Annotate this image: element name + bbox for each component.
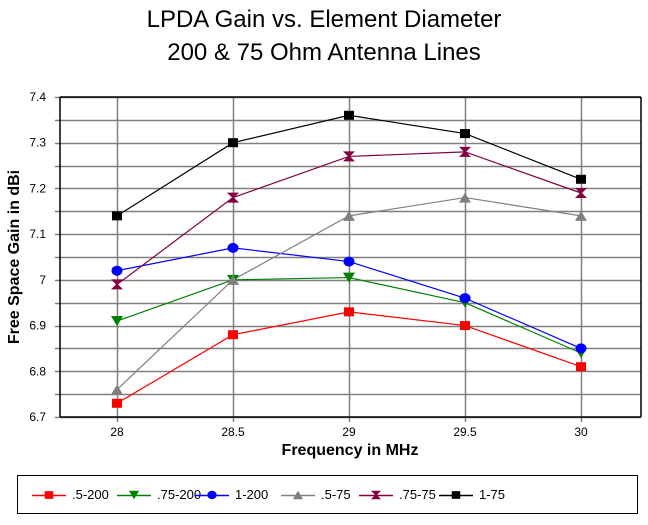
data-point-marker bbox=[227, 192, 239, 203]
data-point-marker bbox=[111, 316, 123, 326]
legend-swatch-marker bbox=[44, 490, 54, 499]
data-point-marker bbox=[111, 279, 123, 290]
data-point-marker bbox=[228, 330, 238, 340]
data-point-marker bbox=[227, 274, 239, 285]
data-point-marker bbox=[228, 138, 238, 148]
data-point-marker bbox=[227, 242, 239, 253]
legend-swatch-marker bbox=[207, 490, 217, 499]
y-tick-label: 7.4 bbox=[29, 90, 46, 104]
data-point-marker bbox=[576, 362, 586, 372]
data-point-marker bbox=[575, 188, 587, 198]
data-point-marker bbox=[343, 210, 355, 221]
y-tick-label: 7.3 bbox=[29, 136, 46, 150]
y-tick-label: 6.9 bbox=[29, 319, 46, 333]
y-tick-label: 6.8 bbox=[29, 364, 46, 378]
data-point-marker bbox=[460, 321, 470, 331]
legend-item: 1-75 bbox=[439, 476, 505, 513]
legend-swatch-icon bbox=[195, 490, 229, 499]
legend-swatch-icon bbox=[439, 490, 473, 499]
data-point-marker bbox=[459, 293, 471, 304]
legend-swatch-icon bbox=[117, 490, 151, 499]
x-axis-label: Frequency in MHz bbox=[282, 442, 419, 459]
data-point-marker bbox=[343, 256, 355, 267]
legend-label: .5-200 bbox=[72, 487, 109, 502]
data-point-marker bbox=[112, 398, 122, 408]
x-tick-label: 29 bbox=[342, 425, 356, 439]
x-tick-label: 28 bbox=[110, 425, 124, 439]
legend-item: .75-75 bbox=[359, 476, 436, 513]
x-tick-label: 30 bbox=[574, 425, 588, 439]
axes bbox=[59, 96, 642, 418]
legend-swatch-marker bbox=[370, 490, 382, 499]
series-markers bbox=[111, 110, 587, 408]
data-point-marker bbox=[343, 151, 355, 162]
data-point-marker bbox=[344, 110, 354, 120]
legend-swatch-marker bbox=[451, 490, 461, 499]
legend-item: 1-200 bbox=[195, 476, 268, 513]
data-point-marker bbox=[459, 192, 471, 203]
legend-item: .5-75 bbox=[281, 476, 351, 513]
data-point-marker bbox=[112, 211, 122, 221]
line-chart: 7.4 7.3 7.2 7.1 7 6.9 6.8 6.7 28 28.5 29 29.5 30 Fr… bbox=[6, 90, 642, 459]
data-point-marker bbox=[575, 210, 587, 221]
x-tick-labels: 28 28.5 29 29.5 30 bbox=[110, 425, 588, 439]
legend-label: .75-75 bbox=[399, 487, 436, 502]
legend-swatch-icon bbox=[359, 490, 393, 499]
legend-swatch-marker bbox=[292, 490, 304, 499]
chart-subtitle: 200 & 75 Ohm Antenna Lines bbox=[167, 39, 481, 66]
legend-label: 1-75 bbox=[479, 487, 506, 502]
y-axis-label: Free Space Gain in dBi bbox=[6, 170, 23, 344]
data-point-marker bbox=[459, 146, 471, 157]
y-tick-label: 7.1 bbox=[29, 227, 46, 241]
y-tick-label: 7.2 bbox=[29, 181, 46, 195]
data-point-marker bbox=[460, 129, 470, 139]
legend-label: 1-200 bbox=[235, 487, 269, 502]
legend-swatch-icon bbox=[32, 490, 66, 499]
legend-label: .75-200 bbox=[157, 487, 202, 502]
legend: .5-200 .75-200 1-200 .5-75 .75-75 1-75 bbox=[17, 475, 638, 514]
y-tick-label: 7 bbox=[39, 273, 46, 287]
legend-item: .75-200 bbox=[117, 476, 201, 513]
data-point-marker bbox=[344, 307, 354, 317]
legend-swatch-marker bbox=[128, 490, 140, 499]
x-tick-label: 29.5 bbox=[453, 425, 477, 439]
data-point-marker bbox=[575, 343, 587, 354]
data-point-marker bbox=[111, 384, 123, 395]
y-tick-labels: 7.4 7.3 7.2 7.1 7 6.9 6.8 6.7 bbox=[29, 90, 46, 424]
chart-title: LPDA Gain vs. Element Diameter bbox=[146, 6, 502, 33]
data-point-marker bbox=[343, 272, 355, 283]
legend-label: .5-75 bbox=[321, 487, 351, 502]
legend-item: .5-200 bbox=[32, 476, 109, 513]
data-point-marker bbox=[576, 174, 586, 184]
data-point-marker bbox=[111, 265, 123, 276]
legend-swatch-icon bbox=[281, 490, 315, 499]
y-tick-label: 6.7 bbox=[29, 410, 46, 424]
x-tick-label: 28.5 bbox=[221, 425, 245, 439]
